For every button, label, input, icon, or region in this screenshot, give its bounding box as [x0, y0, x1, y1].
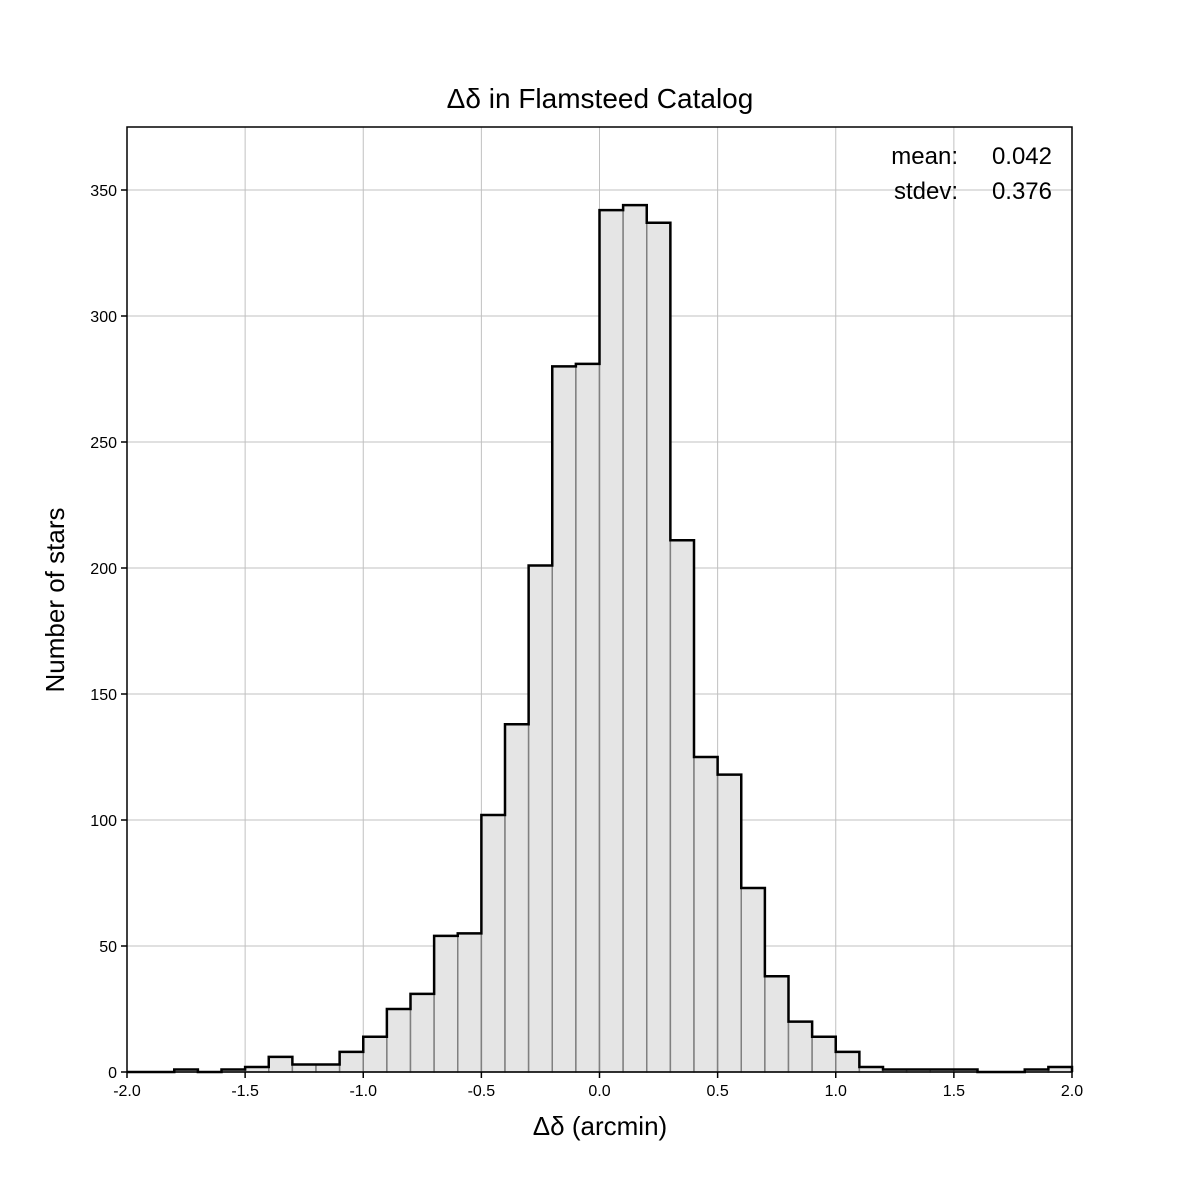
histogram-bar — [669, 539, 695, 1073]
y-tick-label: 150 — [90, 687, 117, 704]
histogram-bar — [575, 363, 601, 1073]
x-axis-label: Δδ (arcmin) — [533, 1111, 667, 1141]
histogram-bar — [480, 814, 506, 1073]
y-axis-label: Number of stars — [40, 508, 70, 693]
y-tick-label: 200 — [90, 561, 117, 578]
x-tick-label: 1.0 — [825, 1083, 847, 1100]
stdev-label: stdev: — [894, 178, 958, 205]
x-tick-label: -1.0 — [349, 1083, 377, 1100]
histogram-bar — [433, 935, 459, 1073]
y-tick-label: 300 — [90, 309, 117, 326]
histogram-bar — [268, 1056, 294, 1073]
histogram-bar — [527, 564, 553, 1073]
histogram-bar — [622, 204, 648, 1073]
y-tick-label: 0 — [108, 1065, 117, 1082]
mean-label: mean: — [891, 143, 958, 170]
x-tick-label: 2.0 — [1061, 1083, 1083, 1100]
x-tick-label: -1.5 — [231, 1083, 259, 1100]
stdev-value: 0.376 — [992, 178, 1052, 205]
y-tick-label: 50 — [99, 939, 117, 956]
y-axis-ticks: 0 50 100 150 200 250 300 350 — [90, 183, 127, 1082]
histogram-bar — [646, 222, 672, 1073]
histogram-bar — [693, 756, 719, 1073]
histogram-bar — [551, 365, 577, 1073]
x-tick-label: 0.5 — [707, 1083, 729, 1100]
histogram-bar — [409, 993, 435, 1073]
histogram-bar — [764, 975, 790, 1073]
histogram-bar — [504, 723, 530, 1073]
histogram-bar — [457, 932, 483, 1073]
mean-value: 0.042 — [992, 143, 1052, 170]
y-tick-label: 350 — [90, 183, 117, 200]
histogram-bar — [362, 1035, 388, 1073]
x-tick-label: -2.0 — [113, 1083, 141, 1100]
y-tick-label: 100 — [90, 813, 117, 830]
histogram-outline — [127, 203, 1074, 1074]
histogram-bar — [386, 1008, 412, 1073]
histogram-bar — [338, 1051, 364, 1073]
histogram-bar — [811, 1035, 837, 1073]
histogram-bar — [740, 887, 766, 1073]
chart-title: Δδ in Flamsteed Catalog — [447, 83, 754, 114]
x-tick-label: 1.5 — [943, 1083, 965, 1100]
histogram-bar — [598, 209, 624, 1073]
histogram-bars — [173, 204, 1073, 1073]
x-axis-ticks: -2.0 -1.5 -1.0 -0.5 0.0 0.5 1.0 1.5 2.0 — [113, 1072, 1083, 1100]
histogram-bar — [835, 1051, 861, 1073]
histogram-bar — [716, 773, 742, 1073]
y-tick-label: 250 — [90, 435, 117, 452]
x-tick-label: 0.0 — [588, 1083, 610, 1100]
x-tick-label: -0.5 — [468, 1083, 496, 1100]
histogram-bar — [787, 1020, 813, 1073]
